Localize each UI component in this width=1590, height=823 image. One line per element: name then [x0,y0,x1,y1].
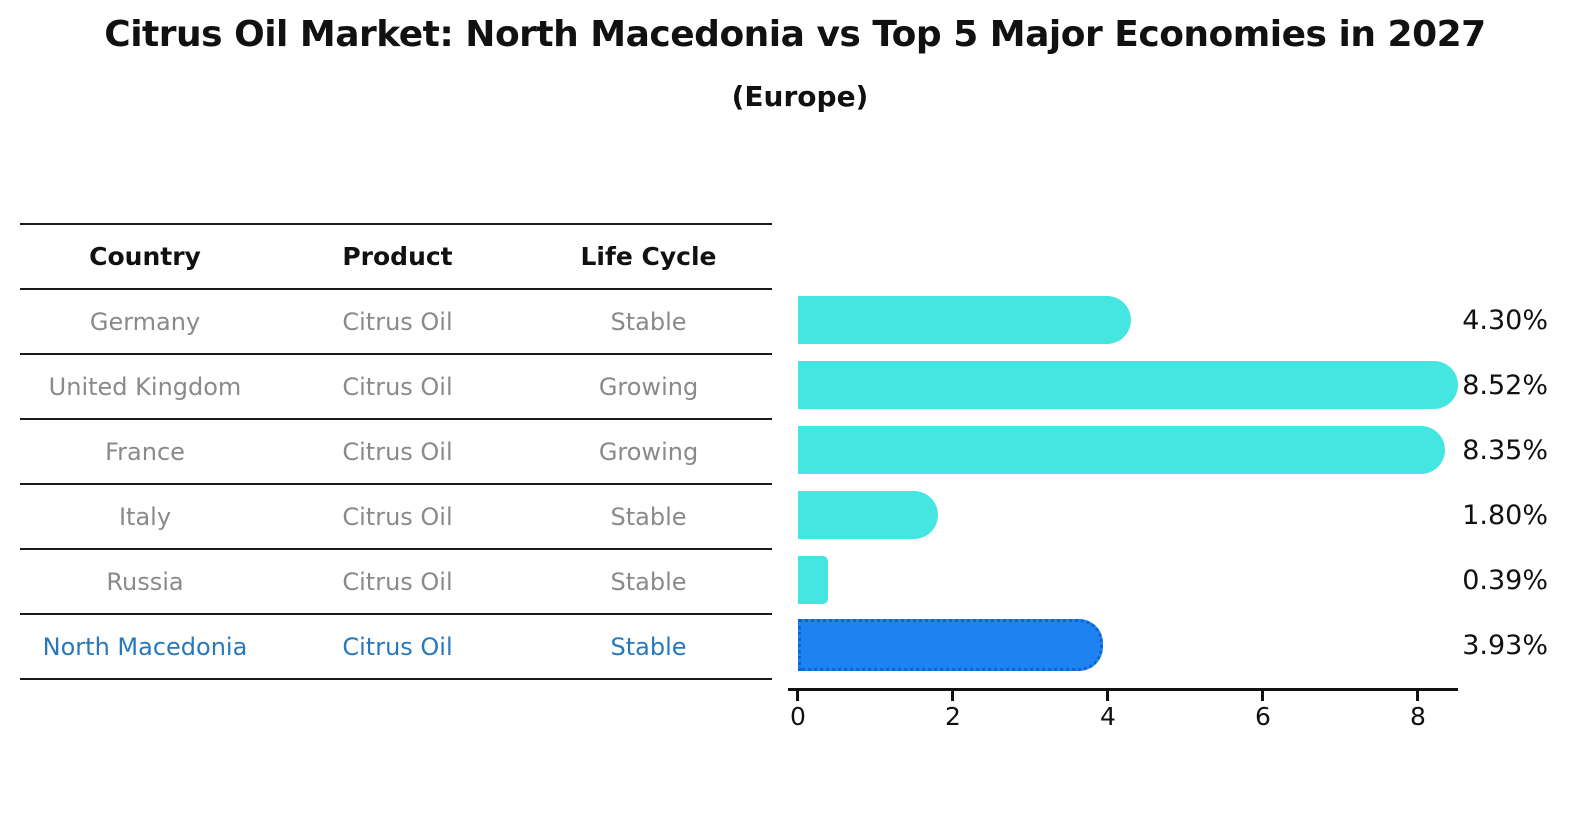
x-axis-tick [951,691,954,701]
bar-germany [798,296,1132,344]
cell-country: Russia [106,567,184,596]
cell-country: Germany [89,307,201,336]
table-header-row: Country Product Life Cycle [20,223,772,288]
cell-country: Italy [118,502,172,531]
x-axis-tick-label: 4 [1100,702,1116,731]
table-row: United Kingdom Citrus Oil Growing [20,353,772,418]
table-row: Germany Citrus Oil Stable [20,288,772,353]
cell-product: Citrus Oil [342,307,453,336]
header-product: Product [342,242,453,271]
value-label: 4.30% [1462,305,1548,336]
chart-subtitle: (Europe) [731,80,869,113]
value-label: 0.39% [1462,565,1548,596]
cell-life-cycle: Stable [610,567,687,596]
bar-north-macedonia [798,619,1103,671]
cell-country: France [105,437,185,466]
bar-russia [798,556,829,604]
cell-life-cycle: Stable [610,502,687,531]
cell-country: North Macedonia [42,632,248,661]
header-life-cycle: Life Cycle [580,242,717,271]
bar-france [798,426,1446,474]
value-label: 8.35% [1462,435,1548,466]
cell-product: Citrus Oil [342,437,453,466]
header-country: Country [89,242,201,271]
bar-italy [798,491,938,539]
x-axis-tick [1261,691,1264,701]
cell-country: United Kingdom [48,372,242,401]
table-row: France Citrus Oil Growing [20,418,772,483]
value-label: 1.80% [1462,500,1548,531]
x-axis-tick-label: 6 [1255,702,1271,731]
table-row-highlighted: North Macedonia Citrus Oil Stable [20,613,772,678]
table-row: Italy Citrus Oil Stable [20,483,772,548]
cell-life-cycle: Growing [598,437,699,466]
cell-product: Citrus Oil [342,372,453,401]
x-axis-tick-label: 0 [790,702,806,731]
value-label: 8.52% [1462,370,1548,401]
x-axis-tick [1106,691,1109,701]
chart-title: Citrus Oil Market: North Macedonia vs To… [104,14,1486,55]
value-label: 3.93% [1462,630,1548,661]
cell-product: Citrus Oil [342,632,453,661]
cell-life-cycle: Stable [610,632,687,661]
x-axis-line [788,688,1458,691]
cell-product: Citrus Oil [342,502,453,531]
x-axis-tick-label: 8 [1410,702,1426,731]
country-table: Country Product Life Cycle Germany Citru… [20,223,772,680]
cell-life-cycle: Growing [598,372,699,401]
x-axis-tick [796,691,799,701]
x-axis-tick [1416,691,1419,701]
cell-product: Citrus Oil [342,567,453,596]
x-axis-tick-label: 2 [945,702,961,731]
cell-life-cycle: Stable [610,307,687,336]
bar-united-kingdom [798,361,1459,409]
table-row: Russia Citrus Oil Stable [20,548,772,613]
